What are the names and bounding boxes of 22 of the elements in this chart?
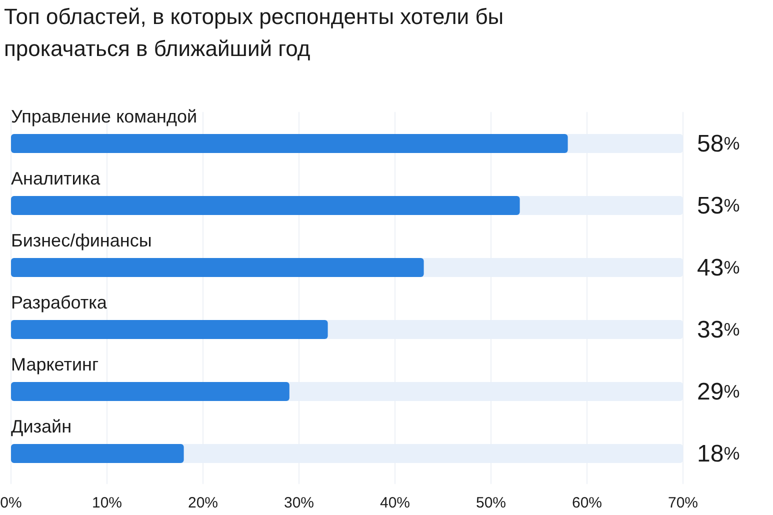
y-tick-label: Бизнес/финансы <box>11 230 152 250</box>
x-tick-label: 60% <box>572 494 602 512</box>
data-label: 18% <box>697 440 740 467</box>
data-label: 33% <box>697 316 740 343</box>
y-tick-label: Разработка <box>11 292 108 312</box>
x-tick-label: 10% <box>92 494 122 512</box>
data-label: 29% <box>697 378 740 405</box>
x-tick-label: 30% <box>284 494 314 512</box>
data-label: 43% <box>697 254 740 281</box>
y-tick-label: Дизайн <box>11 416 72 436</box>
x-tick-label: 0% <box>0 494 22 512</box>
data-label: 53% <box>697 192 740 219</box>
chart-title: Топ областей, в которых респонденты хотели бы прокачаться в ближайший год <box>4 3 505 63</box>
y-tick-label: Управление командой <box>11 106 198 126</box>
y-tick-label: Маркетинг <box>11 354 99 374</box>
x-tick-label: 40% <box>380 494 410 512</box>
y-tick-label: Аналитика <box>11 168 102 188</box>
data-label: 58% <box>697 130 740 157</box>
x-tick-label: 50% <box>476 494 506 512</box>
x-tick-label: 70% <box>668 494 698 512</box>
bar <box>11 444 184 463</box>
x-tick-label: 20% <box>188 494 218 512</box>
